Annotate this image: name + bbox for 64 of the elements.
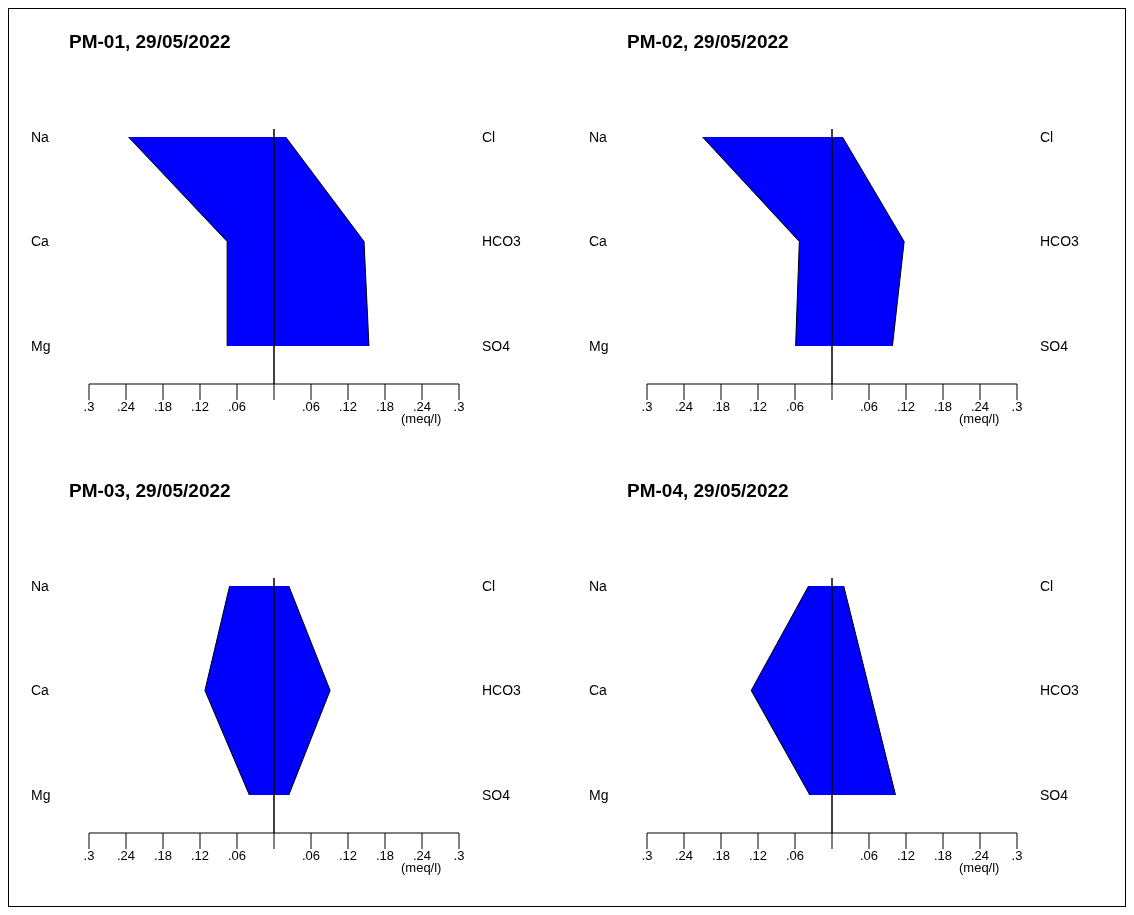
y-tick-label: Mg [589, 786, 609, 803]
x-tick-label: .24 [116, 847, 136, 863]
y-tick-label: Mg [31, 786, 51, 803]
chart-title: PM-01, 29/05/2022 [69, 31, 231, 53]
x-tick-label: .24 [674, 847, 694, 863]
y-tick-label: Na [31, 577, 50, 594]
y2-tick-label: HCO3 [1040, 681, 1080, 698]
x-tick-label: .18 [375, 399, 395, 415]
y-tick-label: Mg [31, 337, 51, 354]
chart-title: PM-03, 29/05/2022 [69, 479, 231, 502]
x-tick-label: .12 [190, 399, 210, 415]
y-tick-label: Ca [589, 681, 608, 698]
y2-tick-label: HCO3 [482, 233, 522, 250]
x-tick-label: .06 [785, 847, 805, 863]
y2-tick-label: Cl [1040, 577, 1054, 594]
x-tick-label: .12 [338, 399, 358, 415]
y2-tick-label: HCO3 [1040, 233, 1080, 250]
x-tick-label: .18 [375, 847, 395, 863]
x-tick-label: .12 [748, 847, 768, 863]
y2-tick-label: SO4 [1040, 337, 1069, 354]
x-tick-label: .3 [83, 399, 95, 415]
x-tick-label: .06 [859, 847, 879, 863]
y2-tick-label: Cl [482, 577, 496, 594]
y-tick-label: Mg [589, 337, 609, 354]
x-tick-label: .3 [1011, 399, 1023, 415]
y-tick-label: Na [589, 577, 608, 594]
x-tick-label: .12 [338, 847, 358, 863]
x-tick-label: .12 [748, 399, 768, 415]
y2-tick-label: SO4 [1040, 786, 1069, 803]
y-tick-label: Ca [31, 681, 50, 698]
y2-tick-label: HCO3 [482, 681, 522, 698]
x-tick-label: .3 [83, 847, 95, 863]
x-tick-label: .24 [674, 399, 694, 415]
x-tick-label: .18 [711, 399, 731, 415]
y-tick-label: Ca [31, 233, 50, 250]
x-tick-label: .06 [301, 847, 321, 863]
x-tick-label: .3 [641, 847, 653, 863]
y-tick-label: Na [589, 128, 608, 145]
x-tick-label: .18 [933, 847, 953, 863]
x-tick-label: .18 [153, 399, 173, 415]
x-tick-label: .3 [1011, 847, 1023, 863]
x-tick-label: .18 [933, 399, 953, 415]
x-tick-label: .06 [301, 399, 321, 415]
x-tick-label: .3 [453, 847, 465, 863]
x-tick-label: .12 [896, 399, 916, 415]
chart-title: PM-02, 29/05/2022 [627, 31, 789, 53]
y2-tick-label: Cl [1040, 128, 1054, 145]
y2-tick-label: SO4 [482, 786, 511, 803]
x-tick-label: .06 [785, 399, 805, 415]
y2-tick-label: SO4 [482, 337, 511, 354]
x-tick-label: .12 [190, 847, 210, 863]
x-tick-label: .18 [711, 847, 731, 863]
y-tick-label: Ca [589, 233, 608, 250]
x-tick-label: .24 [116, 399, 136, 415]
x-tick-label: .3 [641, 399, 653, 415]
x-tick-label: .12 [896, 847, 916, 863]
x-tick-label: .18 [153, 847, 173, 863]
y-tick-label: Na [31, 128, 50, 145]
x-tick-label: .3 [453, 399, 465, 415]
x-tick-label: .06 [227, 399, 247, 415]
chart-title: PM-04, 29/05/2022 [627, 479, 789, 502]
x-tick-label: .06 [859, 399, 879, 415]
y2-tick-label: Cl [482, 128, 496, 145]
x-tick-label: .06 [227, 847, 247, 863]
